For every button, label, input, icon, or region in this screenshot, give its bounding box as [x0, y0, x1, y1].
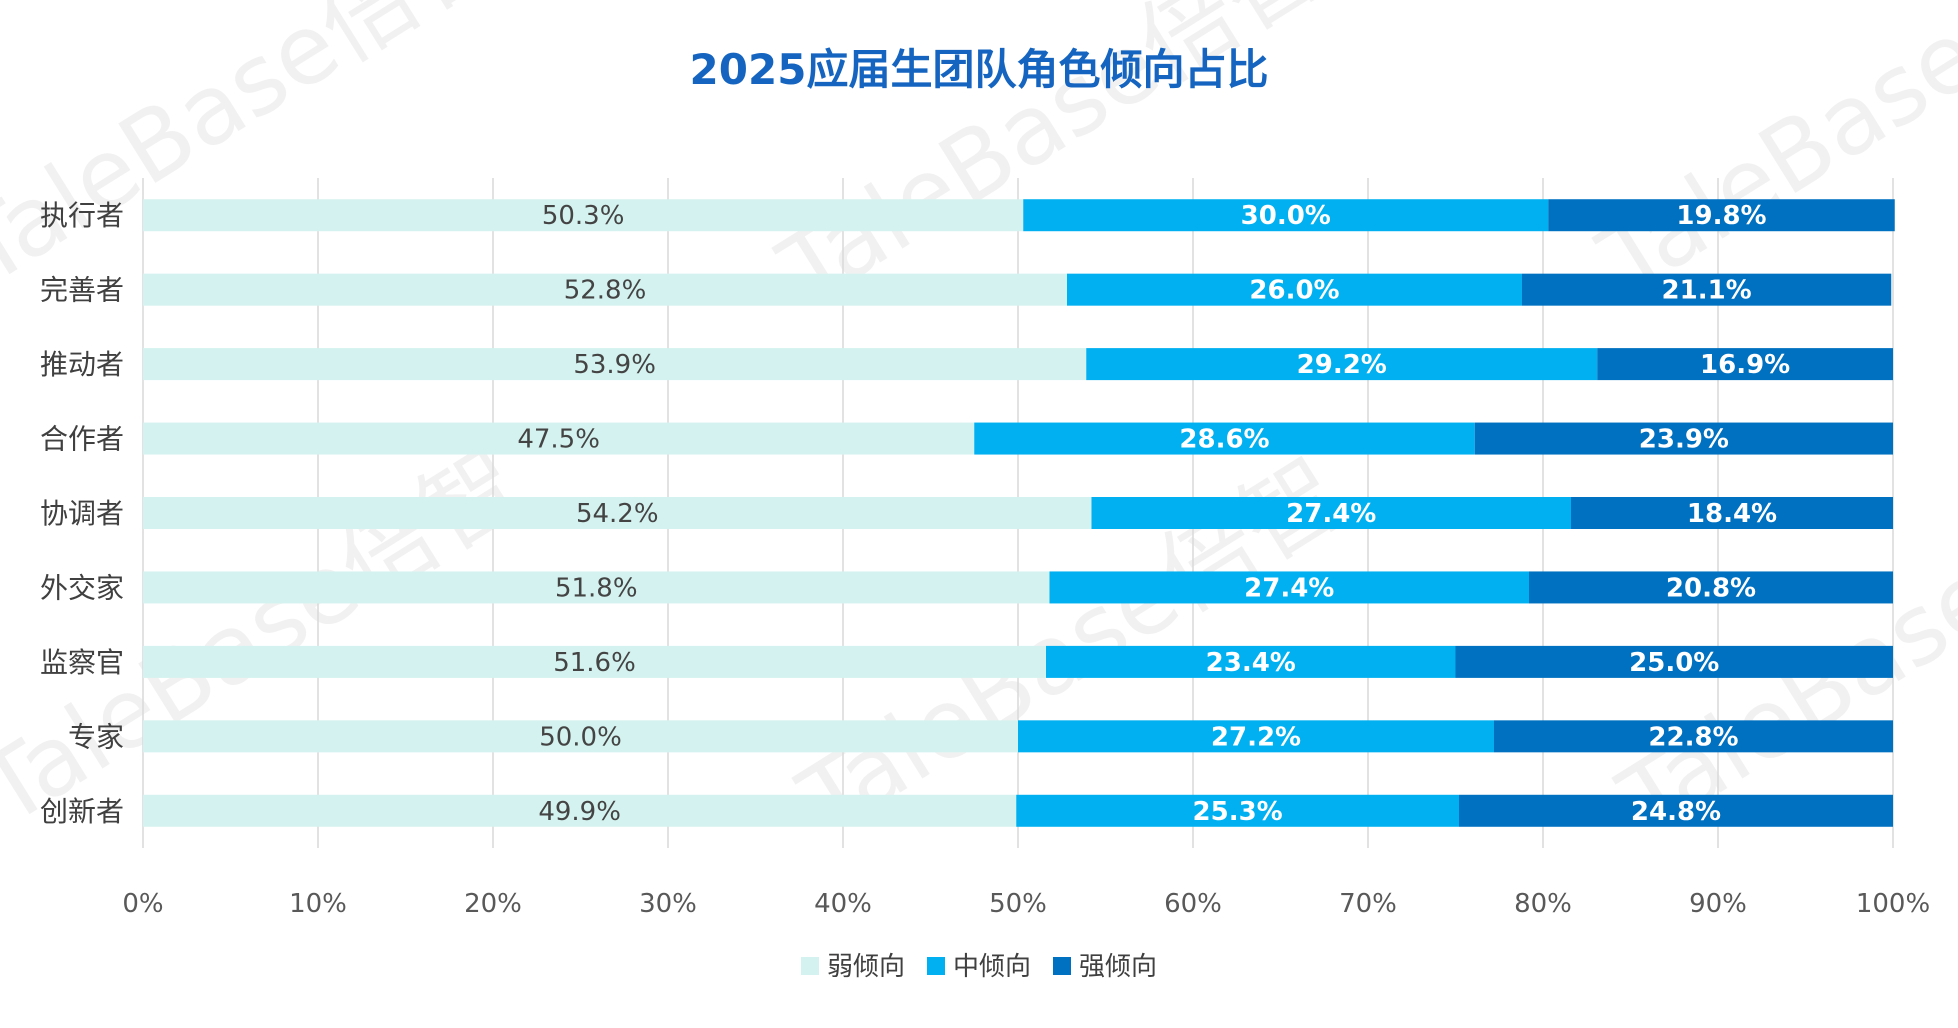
bar-segment [1018, 720, 1494, 753]
y-category-label: 专家 [68, 720, 124, 753]
x-tick-label: 20% [464, 889, 522, 919]
y-category-label: 执行者 [40, 199, 124, 232]
data-label: 28.6% [1179, 425, 1269, 455]
data-label: 16.9% [1700, 350, 1790, 380]
data-label: 19.8% [1676, 201, 1766, 231]
y-category-label: 推动者 [40, 348, 124, 381]
data-label: 22.8% [1648, 722, 1738, 752]
data-label: 27.4% [1286, 499, 1376, 529]
data-label: 25.3% [1193, 797, 1283, 827]
bars [143, 199, 1895, 827]
bar-segment [143, 720, 1018, 753]
bar-segment [1455, 645, 1893, 678]
data-label: 50.3% [542, 201, 625, 231]
data-label: 54.2% [576, 499, 659, 529]
y-category-label: 合作者 [40, 423, 124, 456]
legend: 弱倾向 中倾向 强倾向 [801, 952, 1157, 982]
data-label: 47.5% [517, 425, 600, 455]
data-label: 20.8% [1666, 573, 1756, 603]
x-tick-label: 50% [989, 889, 1047, 919]
bar-segment [143, 422, 975, 455]
bar-segment [1023, 199, 1549, 232]
x-tick-label: 40% [814, 889, 872, 919]
data-label: 21.1% [1662, 276, 1752, 306]
bar-segment [1474, 422, 1893, 455]
bar-segment [1529, 571, 1893, 604]
bar-segment [143, 348, 1087, 381]
data-label: 53.9% [573, 350, 656, 380]
bar-segment [1494, 720, 1893, 753]
bar-segment [1548, 199, 1895, 232]
data-label: 29.2% [1297, 350, 1387, 380]
chart-title: 2025应届生团队角色倾向占比 [690, 45, 1269, 94]
bar-segment [143, 645, 1046, 678]
y-category-label: 外交家 [40, 571, 124, 604]
bar-segment [143, 199, 1024, 232]
x-tick-label: 10% [289, 889, 347, 919]
bar-segment [1046, 645, 1456, 678]
bar-segment [1067, 273, 1522, 306]
bar-segment [1522, 273, 1892, 306]
data-label: 27.2% [1211, 722, 1301, 752]
bar-segment [1459, 794, 1893, 827]
bar-segment [143, 794, 1017, 827]
legend-swatch [927, 957, 945, 975]
x-tick-label: 30% [639, 889, 697, 919]
x-tick-label: 0% [122, 889, 163, 919]
legend-label: 强倾向 [1079, 952, 1157, 982]
data-label: 27.4% [1244, 573, 1334, 603]
x-tick-label: 90% [1689, 889, 1747, 919]
y-category-label: 创新者 [40, 795, 124, 828]
data-label: 52.8% [564, 276, 647, 306]
data-label: 51.6% [553, 648, 636, 678]
data-label: 50.0% [539, 722, 622, 752]
y-category-label: 监察官 [40, 646, 124, 679]
data-label: 49.9% [538, 797, 621, 827]
x-tick-label: 100% [1856, 889, 1930, 919]
bar-segment [1597, 348, 1893, 381]
legend-label: 中倾向 [953, 952, 1031, 982]
data-label: 26.0% [1249, 276, 1339, 306]
data-label: 30.0% [1241, 201, 1331, 231]
x-tick-label: 60% [1164, 889, 1222, 919]
data-labels: 50.3% 30.0% 19.8% 52.8% 26.0% 21.1% 53.9% 29.2%… [517, 201, 1790, 827]
legend-swatch [1053, 957, 1071, 975]
data-label: 25.0% [1629, 648, 1719, 678]
x-axis: 0% 10% 20% 30% 40% 50% 60% 70% 80% 90% 100% [122, 889, 1930, 919]
x-tick-label: 70% [1339, 889, 1397, 919]
data-label: 23.4% [1206, 648, 1296, 678]
data-label: 24.8% [1631, 797, 1721, 827]
bar-segment [974, 422, 1475, 455]
y-category-label: 协调者 [40, 497, 124, 530]
data-label: 23.9% [1639, 425, 1729, 455]
bar-segment [1091, 497, 1571, 529]
bar-segment [1571, 497, 1893, 529]
data-label: 18.4% [1687, 499, 1777, 529]
bar-segment [143, 273, 1067, 306]
bar-segment [1016, 794, 1459, 827]
y-category-label: 完善者 [40, 274, 124, 307]
x-tick-label: 80% [1514, 889, 1572, 919]
legend-swatch [801, 957, 819, 975]
bar-segment [143, 497, 1092, 529]
bar-segment [143, 571, 1050, 604]
bar-segment [1086, 348, 1598, 381]
data-label: 51.8% [555, 573, 638, 603]
legend-label: 弱倾向 [827, 952, 905, 982]
bar-segment [1049, 571, 1529, 604]
